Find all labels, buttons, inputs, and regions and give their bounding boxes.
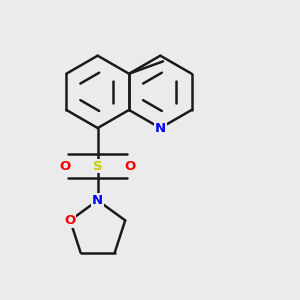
Text: O: O <box>60 160 71 172</box>
Text: S: S <box>93 160 103 172</box>
Text: N: N <box>155 122 166 134</box>
Text: N: N <box>92 194 103 207</box>
Text: O: O <box>64 214 76 227</box>
Text: O: O <box>124 160 136 172</box>
